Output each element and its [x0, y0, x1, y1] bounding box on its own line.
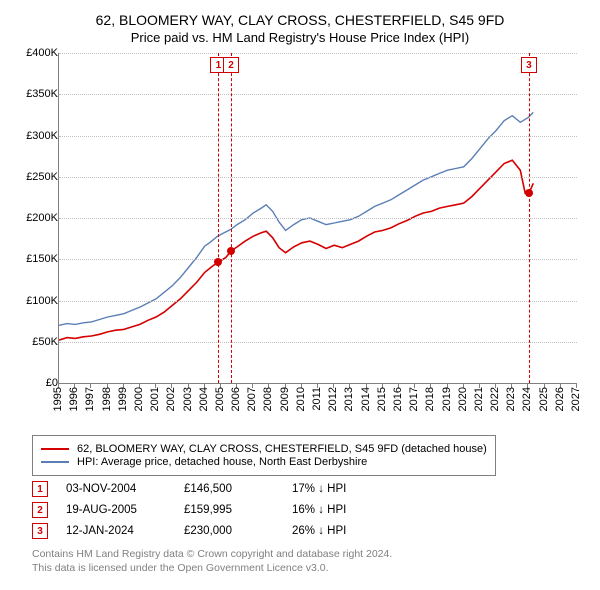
x-tick-label: 2014 [360, 387, 372, 411]
gridline-h [59, 301, 577, 302]
x-tick-label: 1995 [52, 387, 64, 411]
footer-line2: This data is licensed under the Open Gov… [32, 561, 588, 575]
y-tick-label: £50K [32, 336, 58, 348]
sale-events: 1 03-NOV-2004 £146,500 17% ↓ HPI 2 19-AUG-200… [32, 481, 588, 539]
y-tick-label: £350K [26, 88, 58, 100]
event-date: 03-NOV-2004 [66, 483, 166, 495]
x-tick-label: 2004 [198, 387, 210, 411]
legend-item: 62, BLOOMERY WAY, CLAY CROSS, CHESTERFIE… [41, 443, 487, 455]
footer-line1: Contains HM Land Registry data © Crown c… [32, 547, 588, 561]
x-axis: 1995199619971998199920002001200220032004… [58, 383, 576, 425]
gridline-h [59, 218, 577, 219]
x-tick-label: 2011 [311, 387, 323, 411]
chart-title-line2: Price paid vs. HM Land Registry's House … [12, 30, 588, 45]
x-tick-label: 2015 [376, 387, 388, 411]
y-tick-label: £200K [26, 212, 58, 224]
x-tick-label: 1998 [101, 387, 113, 411]
x-tick-label: 1999 [117, 387, 129, 411]
sale-vline [218, 53, 219, 383]
chart-title-block: 62, BLOOMERY WAY, CLAY CROSS, CHESTERFIE… [12, 12, 588, 45]
x-tick-label: 1997 [84, 387, 96, 411]
event-marker-2: 2 [32, 502, 48, 518]
x-tick-label: 2007 [246, 387, 258, 411]
x-tick-label: 2024 [521, 387, 533, 411]
sale-marker-3: 3 [521, 57, 537, 73]
gridline-h [59, 53, 577, 54]
x-tick-label: 2000 [133, 387, 145, 411]
plot-area: 123 [58, 53, 577, 384]
legend-swatch [41, 448, 69, 450]
y-tick-label: £100K [26, 295, 58, 307]
x-tick-label: 2022 [489, 387, 501, 411]
legend-label: HPI: Average price, detached house, Nort… [77, 456, 367, 468]
legend-item: HPI: Average price, detached house, Nort… [41, 456, 487, 468]
event-price: £159,995 [184, 504, 274, 516]
x-tick-label: 2003 [182, 387, 194, 411]
x-tick-label: 2008 [262, 387, 274, 411]
series-price_paid [59, 160, 533, 340]
legend-swatch [41, 461, 69, 463]
event-date: 19-AUG-2005 [66, 504, 166, 516]
x-tick-label: 2006 [230, 387, 242, 411]
event-row: 3 12-JAN-2024 £230,000 26% ↓ HPI [32, 523, 588, 539]
x-tick-label: 2005 [214, 387, 226, 411]
event-date: 12-JAN-2024 [66, 525, 166, 537]
x-tick-label: 2010 [295, 387, 307, 411]
x-tick-label: 2012 [327, 387, 339, 411]
event-row: 1 03-NOV-2004 £146,500 17% ↓ HPI [32, 481, 588, 497]
x-tick-label: 2025 [538, 387, 550, 411]
x-tick-label: 2021 [473, 387, 485, 411]
x-tick-label: 2013 [343, 387, 355, 411]
gridline-h [59, 94, 577, 95]
chart-title-line1: 62, BLOOMERY WAY, CLAY CROSS, CHESTERFIE… [12, 12, 588, 28]
event-price: £146,500 [184, 483, 274, 495]
gridline-h [59, 259, 577, 260]
x-tick-label: 2017 [408, 387, 420, 411]
event-marker-3: 3 [32, 523, 48, 539]
footer-attribution: Contains HM Land Registry data © Crown c… [32, 547, 588, 575]
y-tick-label: £250K [26, 171, 58, 183]
y-tick-label: £400K [26, 47, 58, 59]
event-diff: 17% ↓ HPI [292, 483, 382, 495]
x-tick-label: 2001 [149, 387, 161, 411]
x-tick-label: 1996 [68, 387, 80, 411]
gridline-h [59, 136, 577, 137]
x-tick-label: 2027 [570, 387, 582, 411]
x-tick-label: 2023 [505, 387, 517, 411]
event-marker-1: 1 [32, 481, 48, 497]
sale-dot [227, 247, 235, 255]
sale-dot [214, 258, 222, 266]
legend: 62, BLOOMERY WAY, CLAY CROSS, CHESTERFIE… [32, 435, 496, 476]
event-row: 2 19-AUG-2005 £159,995 16% ↓ HPI [32, 502, 588, 518]
gridline-h [59, 342, 577, 343]
event-price: £230,000 [184, 525, 274, 537]
x-tick-label: 2020 [457, 387, 469, 411]
gridline-h [59, 177, 577, 178]
sale-vline [529, 53, 530, 383]
sale-vline [231, 53, 232, 383]
x-tick-label: 2002 [165, 387, 177, 411]
sale-dot [525, 189, 533, 197]
x-tick-label: 2026 [554, 387, 566, 411]
y-tick-label: £150K [26, 253, 58, 265]
x-tick-label: 2016 [392, 387, 404, 411]
legend-label: 62, BLOOMERY WAY, CLAY CROSS, CHESTERFIE… [77, 443, 487, 455]
y-tick-label: £300K [26, 130, 58, 142]
y-axis: £0£50K£100K£150K£200K£250K£300K£350K£400… [12, 53, 58, 383]
x-tick-label: 2009 [279, 387, 291, 411]
event-diff: 16% ↓ HPI [292, 504, 382, 516]
chart-area: £0£50K£100K£150K£200K£250K£300K£350K£400… [12, 53, 588, 383]
sale-marker-2: 2 [223, 57, 239, 73]
x-tick-label: 2019 [441, 387, 453, 411]
x-tick-label: 2018 [424, 387, 436, 411]
event-diff: 26% ↓ HPI [292, 525, 382, 537]
